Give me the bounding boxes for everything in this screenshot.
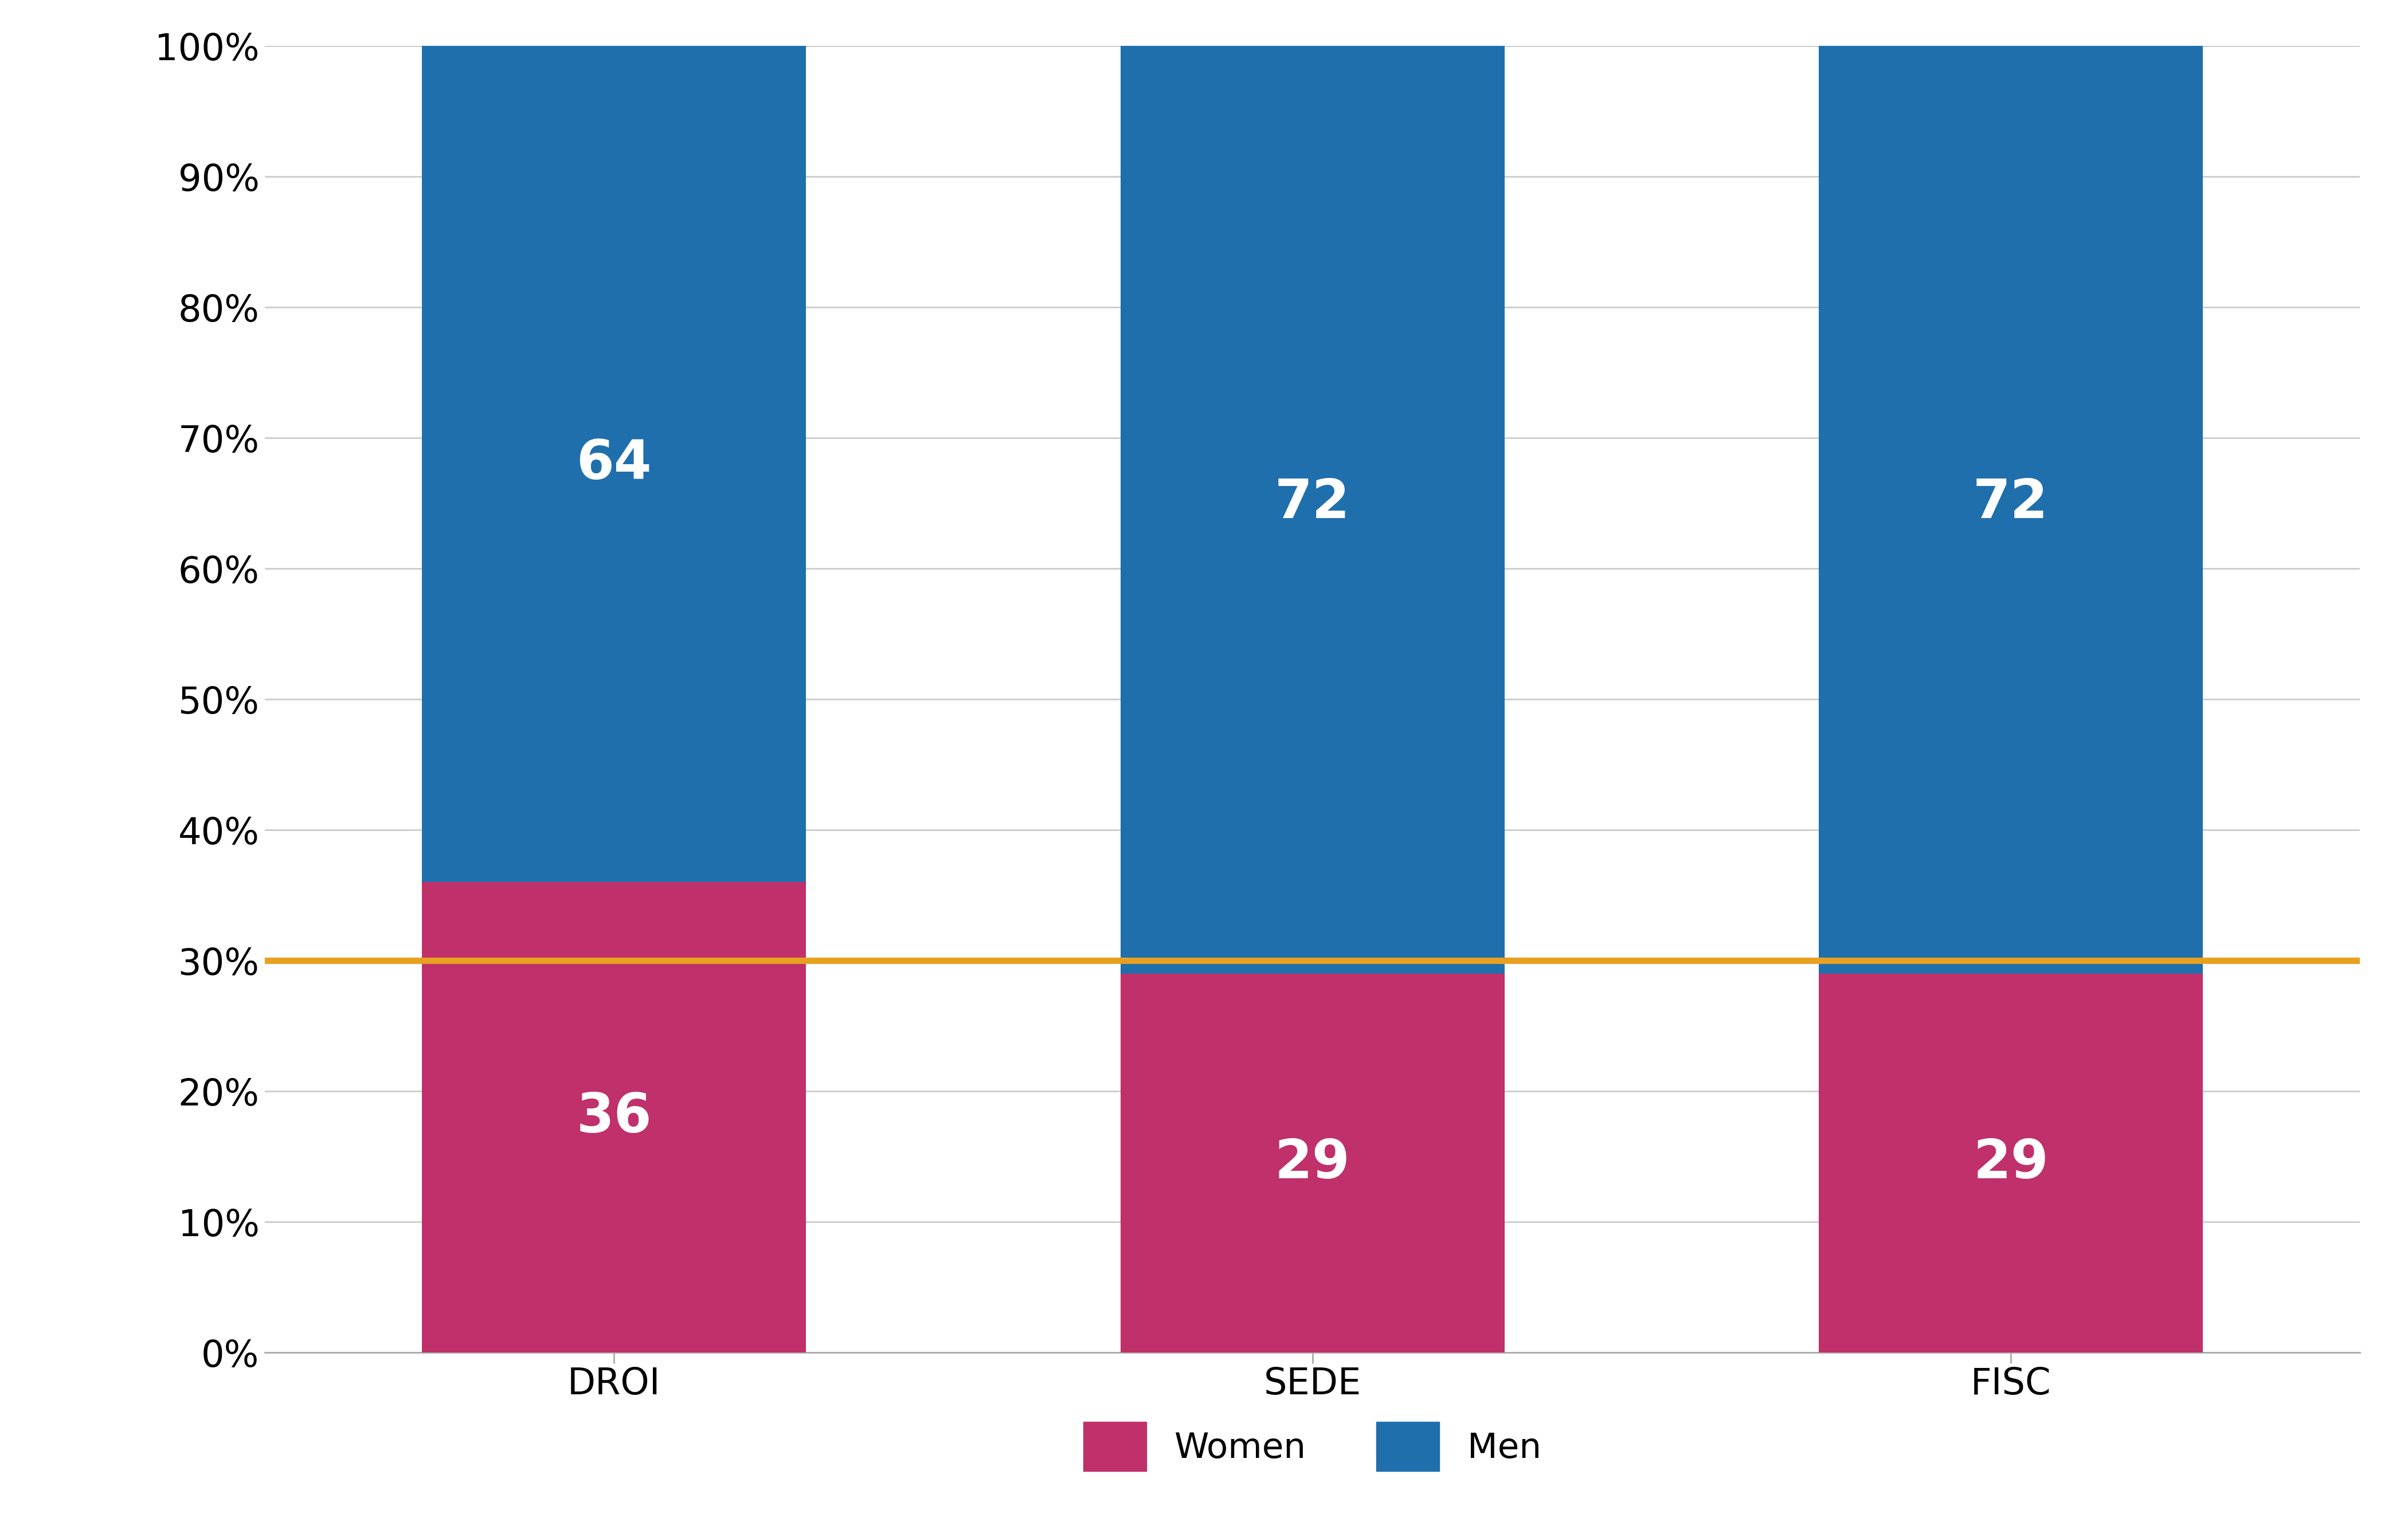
Text: 29: 29 — [1972, 1137, 2049, 1190]
Bar — [421, 882, 807, 1353]
Bar — [1120, 974, 1505, 1353]
Bar — [421, 46, 807, 882]
Bar — [1818, 34, 2203, 974]
Text: 72: 72 — [1972, 476, 2049, 530]
Text: 72: 72 — [1274, 476, 1351, 530]
Text: 36: 36 — [576, 1091, 653, 1144]
Text: 64: 64 — [576, 438, 653, 490]
Legend: Women, Men: Women, Men — [1069, 1408, 1556, 1485]
Text: 29: 29 — [1274, 1137, 1351, 1190]
Bar — [1120, 34, 1505, 974]
Bar — [1818, 974, 2203, 1353]
